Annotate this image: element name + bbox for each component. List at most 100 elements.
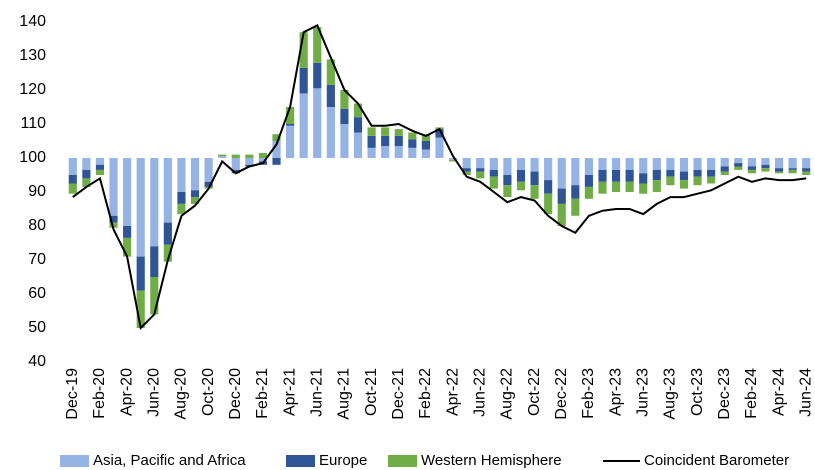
y-tick-label: 80 [28,217,46,234]
x-tick-label: Oct-21 [363,368,380,416]
bar-segment [449,159,458,162]
bar-segment [639,158,648,174]
x-tick-label: Jun-21 [308,368,325,417]
bar-segment [353,117,363,133]
bar-segment [177,192,186,204]
bar-segment [286,124,295,126]
bar-segment [435,137,444,158]
bar-segment [68,158,77,175]
bar-segment [150,246,159,277]
bar-segment [421,149,430,158]
legend-label: Coincident Barometer [644,452,789,469]
bar-segment [761,158,770,165]
bar-segment [136,290,145,328]
x-tick-label: Oct-22 [526,368,543,416]
y-tick-label: 140 [19,13,46,30]
bar-segment [82,178,91,187]
bar-segment [299,67,308,94]
bar-segment [394,146,403,158]
bar-segment [639,183,648,194]
x-tick-label: Feb-20 [91,368,108,419]
bar-segment [109,222,118,228]
bar-segment [150,158,159,247]
bar-segment [503,175,512,186]
bar-segment [679,180,689,189]
bar-segment [163,244,172,262]
bar-segment [299,93,308,158]
bar-segment [584,175,593,187]
bar-segment [503,185,512,198]
bar-segment [326,59,335,85]
bar-segment [666,158,675,170]
bar-segment [598,181,607,194]
bar-segment [734,166,743,170]
bar-segment [109,158,118,216]
bar-segment [313,27,322,63]
bar-segment [367,127,376,136]
bar-segment [489,158,498,170]
bar-segment [109,215,118,223]
bar-segment [761,164,770,169]
bar-segment [544,193,553,215]
bar-segment [557,158,566,189]
bar-segment [340,108,349,124]
bar-segment [693,169,702,177]
bar-segment [761,168,770,172]
bar-segment [734,158,743,164]
x-tick-label: Feb-23 [580,368,597,419]
bar-segment [679,158,689,172]
y-tick-label: 40 [28,353,46,370]
x-tick-label: Jun-22 [471,368,488,417]
bar-segment [625,181,634,192]
bar-segment [82,158,91,170]
legend-swatch [286,455,315,467]
bar-segment [190,158,200,191]
bar-segment [435,129,444,138]
bar-segment [394,135,403,147]
bar-segment [245,158,254,165]
x-tick-label: Apr-21 [281,368,298,416]
bar-segment [720,158,729,167]
legend-label: Western Hemisphere [421,452,562,469]
x-tick-label: Dec-19 [64,368,81,420]
bar-segment [544,180,553,194]
bar-segment [258,158,268,162]
bar-segment [381,127,390,136]
bar-segment [408,139,417,148]
y-tick-label: 110 [20,115,46,132]
bar-segment [353,103,363,118]
bar-segment [204,158,213,182]
bar-segment [204,181,213,187]
bar-segment [693,158,702,170]
x-tick-label: Aug-21 [336,368,353,420]
bar-segment [788,168,797,170]
x-tick-label: Aug-22 [499,368,516,420]
bar-segment [272,141,281,158]
bar-segment [747,166,756,170]
y-tick-label: 70 [28,251,46,268]
bar-segment [272,134,281,141]
x-tick-label: Dec-22 [553,368,570,420]
y-tick-label: 50 [28,319,46,336]
bar-segment [123,226,132,238]
bar-segment [231,158,240,170]
bar-segment [802,168,811,172]
bar-segment [476,158,485,169]
bar-segment [367,147,376,158]
y-tick-label: 90 [28,183,46,200]
bar-segment [584,158,593,175]
bar-segment [774,171,784,174]
bar-segment [82,169,91,179]
bar-segment [177,203,186,215]
bar-segment [163,158,172,223]
bar-segment [489,176,498,189]
bar-segment [150,277,159,315]
bar-segment [652,158,661,170]
bar-segment [326,107,335,158]
bar-segment [544,158,553,181]
bar-segment [666,176,675,186]
bar-segment [489,169,498,177]
bar-segment [286,125,295,158]
x-tick-label: Feb-22 [417,368,434,419]
